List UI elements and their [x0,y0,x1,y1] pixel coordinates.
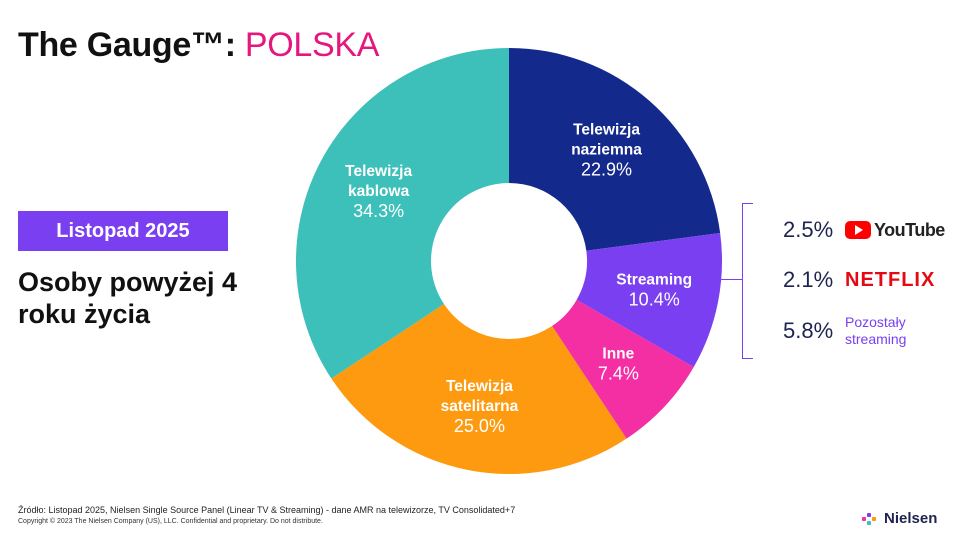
title-main: The Gauge™: [18,26,236,64]
breakdown-label-other: Pozostały streaming [845,314,907,347]
slice-value-label: 25.0% [454,416,505,436]
donut-slice [552,299,694,439]
youtube-wordmark: YouTube [874,219,945,240]
breakdown-row-netflix: 2.1% NETFLIX [783,267,935,293]
breakdown-row-youtube: 2.5% YouTube [783,217,945,243]
period-badge: Listopad 2025 [18,211,228,251]
slice-label: Streaming [616,272,692,289]
youtube-logo-icon: YouTube [845,220,945,241]
breakdown-value: 2.5% [783,217,834,242]
nielsen-logo-text: Nielsen [884,510,938,527]
donut-slice [509,48,721,251]
netflix-logo-icon: NETFLIX [845,268,936,291]
slice-value-label: 7.4% [598,364,639,384]
nielsen-logo-icon [862,512,880,525]
streaming-bracket [742,203,753,359]
breakdown-value: 5.8% [783,318,834,343]
source-note: Źródło: Listopad 2025, Nielsen Single So… [18,505,516,515]
breakdown-value: 2.1% [783,267,834,292]
nielsen-logo: Nielsen [862,510,937,527]
donut-slice [331,304,627,474]
slice-value-label: 10.4% [629,290,680,310]
page-title: The Gauge™: POLSKA [18,26,379,65]
title-accent: POLSKA [244,26,380,64]
streaming-bracket-connector [720,279,743,280]
slice-value-label: 22.9% [581,160,632,180]
slice-label: naziemna [571,142,642,159]
slice-label: satelitarna [441,398,519,415]
donut-slice [296,47,509,379]
slice-label: kablowa [348,183,410,200]
slice-label: Telewizja [573,122,640,139]
youtube-play-icon [845,221,871,239]
slice-value-label: 34.3% [353,201,404,221]
slice-label: Telewizja [446,378,513,395]
breakdown-row-other: 5.8% Pozostały streaming [783,314,925,348]
slice-label: Telewizja [345,163,412,180]
audience-label: Osoby powyżej 4 roku życia [18,267,238,329]
slice-label: Inne [602,346,634,363]
copyright-note: Copyright © 2023 The Nielsen Company (US… [18,518,323,525]
donut-slice [576,232,722,368]
